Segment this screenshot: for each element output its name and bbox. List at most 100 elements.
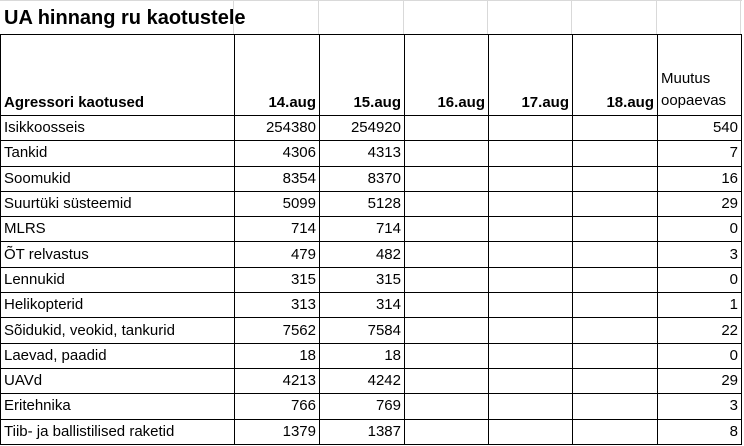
value-cell bbox=[488, 342, 573, 369]
value-cell: 766 bbox=[234, 393, 320, 420]
value-cell: 8370 bbox=[319, 165, 405, 192]
header-cell: Muutus oopaevas bbox=[657, 34, 742, 116]
value-cell: 313 bbox=[234, 292, 320, 319]
data-row: Helikopterid 313 314 1 bbox=[0, 292, 742, 319]
value-cell bbox=[404, 342, 489, 369]
value-cell bbox=[572, 266, 658, 294]
value-cell: 29 bbox=[657, 190, 742, 218]
value-cell bbox=[572, 190, 658, 218]
value-cell bbox=[488, 165, 573, 192]
value-cell bbox=[404, 292, 489, 319]
data-row: ÕT relvastus 479 482 3 bbox=[0, 241, 742, 268]
value-cell: 4213 bbox=[234, 367, 320, 395]
row-label: Soomukid bbox=[0, 165, 235, 192]
sheet-gridline bbox=[403, 0, 404, 34]
value-cell: 7562 bbox=[234, 317, 320, 344]
sheet-gridline bbox=[740, 0, 741, 34]
sheet-gridline bbox=[0, 0, 742, 1]
row-label: Tiib- ja ballistilised raketid bbox=[0, 418, 235, 445]
value-cell bbox=[572, 241, 658, 268]
value-cell: 8 bbox=[657, 418, 742, 445]
value-cell bbox=[488, 418, 573, 445]
value-cell: 7 bbox=[657, 140, 742, 167]
value-cell bbox=[404, 418, 489, 445]
value-cell bbox=[488, 140, 573, 167]
header-cell: 17.aug bbox=[488, 34, 573, 116]
value-cell bbox=[572, 114, 658, 142]
value-cell: 3 bbox=[657, 393, 742, 420]
value-cell bbox=[572, 216, 658, 243]
value-cell bbox=[404, 190, 489, 218]
value-cell: 29 bbox=[657, 367, 742, 395]
value-cell: 5128 bbox=[319, 190, 405, 218]
value-cell bbox=[572, 342, 658, 369]
value-cell: 315 bbox=[319, 266, 405, 294]
value-cell: 482 bbox=[319, 241, 405, 268]
header-cell: 14.aug bbox=[234, 34, 320, 116]
data-row: Suurtüki süsteemid 5099 5128 29 bbox=[0, 190, 742, 218]
value-cell: 0 bbox=[657, 216, 742, 243]
value-cell: 0 bbox=[657, 266, 742, 294]
value-cell bbox=[488, 317, 573, 344]
value-cell: 16 bbox=[657, 165, 742, 192]
value-cell: 1387 bbox=[319, 418, 405, 445]
header-cell: Agressori kaotused bbox=[0, 34, 235, 116]
data-row: Tiib- ja ballistilised raketid 1379 1387 8 bbox=[0, 418, 742, 445]
sheet-gridline bbox=[656, 0, 657, 34]
value-cell: 18 bbox=[234, 342, 320, 369]
value-cell bbox=[572, 165, 658, 192]
value-cell bbox=[404, 216, 489, 243]
value-cell bbox=[572, 393, 658, 420]
value-cell: 7584 bbox=[319, 317, 405, 344]
data-row: Isikkoosseis 254380 254920 540 bbox=[0, 114, 742, 142]
value-cell: 4306 bbox=[234, 140, 320, 167]
row-label: Sõidukid, veokid, tankurid bbox=[0, 317, 235, 344]
row-label: ÕT relvastus bbox=[0, 241, 235, 268]
value-cell: 1379 bbox=[234, 418, 320, 445]
value-cell: 1 bbox=[657, 292, 742, 319]
data-row: Laevad, paadid 18 18 0 bbox=[0, 342, 742, 369]
value-cell bbox=[572, 140, 658, 167]
value-cell bbox=[488, 367, 573, 395]
row-label: Isikkoosseis bbox=[0, 114, 235, 142]
value-cell: 22 bbox=[657, 317, 742, 344]
row-label: Tankid bbox=[0, 140, 235, 167]
value-cell: 4242 bbox=[319, 367, 405, 395]
value-cell: 0 bbox=[657, 342, 742, 369]
value-cell: 714 bbox=[234, 216, 320, 243]
sheet-gridline bbox=[233, 0, 234, 34]
value-cell: 4313 bbox=[319, 140, 405, 167]
sheet-gridline bbox=[487, 0, 488, 34]
value-cell: 254380 bbox=[234, 114, 320, 142]
value-cell: 540 bbox=[657, 114, 742, 142]
value-cell bbox=[488, 266, 573, 294]
value-cell bbox=[404, 140, 489, 167]
value-cell bbox=[572, 367, 658, 395]
value-cell: 769 bbox=[319, 393, 405, 420]
value-cell: 254920 bbox=[319, 114, 405, 142]
value-cell: 18 bbox=[319, 342, 405, 369]
data-row: Soomukid 8354 8370 16 bbox=[0, 165, 742, 192]
data-row: MLRS 714 714 0 bbox=[0, 216, 742, 243]
sheet-gridline bbox=[571, 0, 572, 34]
value-cell bbox=[488, 292, 573, 319]
header-cell: 18.aug bbox=[572, 34, 658, 116]
value-cell bbox=[404, 266, 489, 294]
value-cell bbox=[488, 393, 573, 420]
value-cell: 8354 bbox=[234, 165, 320, 192]
row-label: Suurtüki süsteemid bbox=[0, 190, 235, 218]
value-cell bbox=[488, 241, 573, 268]
value-cell: 3 bbox=[657, 241, 742, 268]
value-cell bbox=[404, 393, 489, 420]
value-cell bbox=[404, 114, 489, 142]
value-cell bbox=[488, 114, 573, 142]
data-row: Lennukid 315 315 0 bbox=[0, 266, 742, 294]
row-label: Laevad, paadid bbox=[0, 342, 235, 369]
row-label: MLRS bbox=[0, 216, 235, 243]
value-cell: 479 bbox=[234, 241, 320, 268]
value-cell bbox=[404, 317, 489, 344]
value-cell: 5099 bbox=[234, 190, 320, 218]
header-cell: 15.aug bbox=[319, 34, 405, 116]
data-row: Sõidukid, veokid, tankurid 7562 7584 22 bbox=[0, 317, 742, 344]
